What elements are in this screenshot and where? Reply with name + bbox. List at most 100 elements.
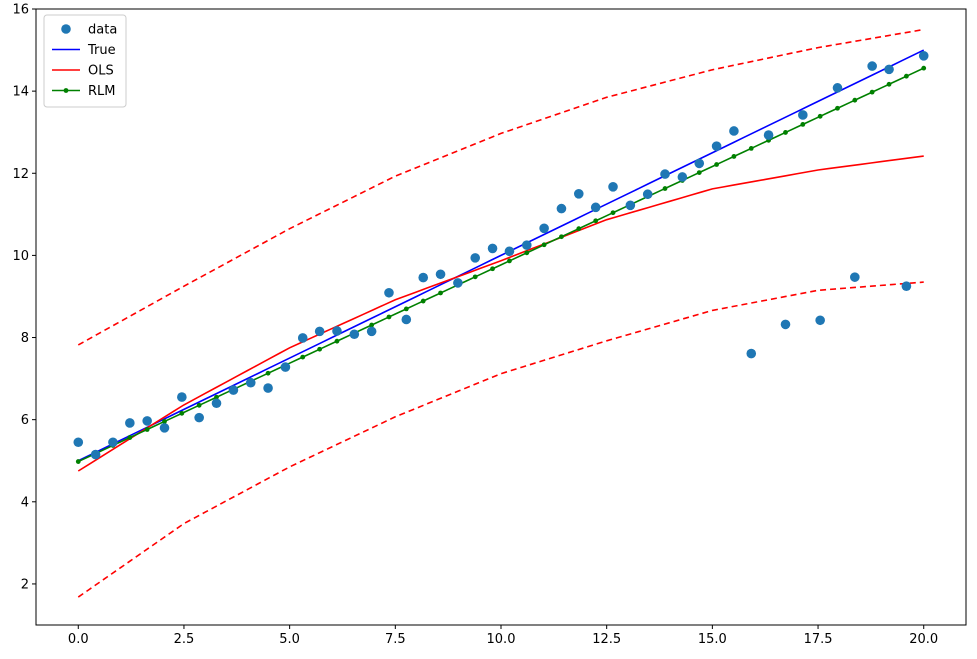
rlm-point (317, 346, 323, 352)
x-axis-ticks: 0.0 2.5 5.0 7.5 10.0 12.5 15.0 17.5 20.0 (68, 625, 938, 647)
data-point (453, 278, 463, 288)
data-point (297, 333, 308, 343)
x-tick-label: 0.0 (68, 632, 89, 647)
y-tick-label: 2 (21, 577, 29, 592)
y-tick-label: 6 (21, 413, 29, 428)
series-rlm-line (77, 67, 925, 463)
data-point (763, 130, 774, 140)
legend-box (43, 14, 127, 108)
rlm-point (748, 145, 754, 151)
series-true-line (77, 49, 925, 462)
rlm-point (386, 314, 392, 320)
data-point (108, 437, 118, 448)
data-point (73, 437, 84, 448)
data-point (798, 110, 808, 120)
rlm-point (886, 81, 892, 87)
rlm-point (559, 234, 564, 240)
legend-label: OLS (88, 64, 114, 79)
data-point (918, 51, 929, 61)
data-point (504, 246, 515, 257)
y-tick-label: 16 (12, 3, 29, 18)
legend-label: data (88, 23, 117, 38)
y-tick-label: 14 (12, 85, 29, 100)
rlm-point (162, 419, 167, 424)
x-tick-label: 2.5 (174, 632, 195, 647)
y-tick-label: 8 (21, 331, 29, 346)
data-point (366, 326, 377, 337)
x-tick-label: 17.5 (804, 632, 833, 647)
y-tick-label: 12 (12, 167, 29, 182)
legend-rlm-marker (63, 88, 69, 93)
series-ols-lower-bound (77, 281, 924, 598)
data-point (850, 272, 860, 282)
data-point (608, 182, 618, 192)
x-tick-label: 7.5 (385, 632, 406, 647)
data-point (90, 449, 101, 460)
rlm-point (196, 402, 202, 408)
x-tick-label: 12.5 (592, 632, 621, 647)
y-tick-label: 4 (21, 495, 29, 510)
data-point (660, 169, 670, 179)
rlm-point (696, 170, 702, 175)
series-ols-line (77, 155, 924, 472)
rlm-point (403, 306, 409, 312)
data-point (401, 314, 412, 325)
data-point (884, 64, 894, 75)
data-point (780, 319, 791, 330)
x-tick-label: 15.0 (698, 632, 727, 647)
rlm-point (179, 410, 185, 416)
data-point (590, 202, 601, 213)
rlm-point (610, 210, 616, 216)
rlm-point (921, 65, 927, 71)
data-point (194, 412, 204, 423)
rlm-point (817, 113, 823, 119)
data-point (625, 200, 636, 211)
rlm-point (835, 105, 840, 111)
data-point (245, 377, 256, 388)
data-point (332, 326, 342, 336)
data-point (711, 141, 722, 151)
legend-label: True (87, 43, 116, 58)
data-point (384, 287, 394, 298)
data-point (901, 281, 912, 292)
x-tick-label: 20.0 (909, 632, 938, 647)
rlm-point (334, 338, 340, 344)
series-layer (75, 28, 927, 598)
data-point (263, 383, 273, 393)
data-point (867, 61, 877, 71)
data-point (125, 418, 135, 428)
scatter-layer (73, 51, 929, 460)
data-point (642, 189, 653, 200)
data-point (349, 329, 360, 340)
rlm-point (490, 266, 495, 272)
data-point (694, 158, 705, 169)
data-point (228, 385, 239, 395)
rlm-point (783, 130, 788, 135)
rlm-point (369, 322, 375, 328)
data-point (556, 203, 567, 214)
data-point (573, 189, 584, 199)
data-point (177, 392, 187, 402)
rlm-point (438, 290, 443, 296)
legend: data True OLS RLM (43, 14, 127, 108)
rlm-point (420, 298, 426, 304)
data-point (539, 223, 549, 234)
rlm-point (75, 459, 81, 464)
rlm-point (541, 242, 547, 248)
rlm-point (472, 274, 478, 280)
data-point (521, 240, 532, 250)
rlm-point (300, 354, 306, 360)
y-axis-ticks: 2 4 6 8 10 12 14 16 (12, 3, 36, 592)
data-point (280, 362, 291, 372)
rlm-point (662, 186, 668, 191)
data-point (677, 172, 688, 182)
legend-data-marker (61, 24, 71, 34)
rlm-point (144, 427, 150, 432)
rlm-point (903, 73, 909, 79)
rlm-point (852, 97, 858, 103)
rlm-point (214, 394, 219, 400)
rlm-point (800, 121, 806, 127)
x-tick-label: 10.0 (487, 632, 516, 647)
